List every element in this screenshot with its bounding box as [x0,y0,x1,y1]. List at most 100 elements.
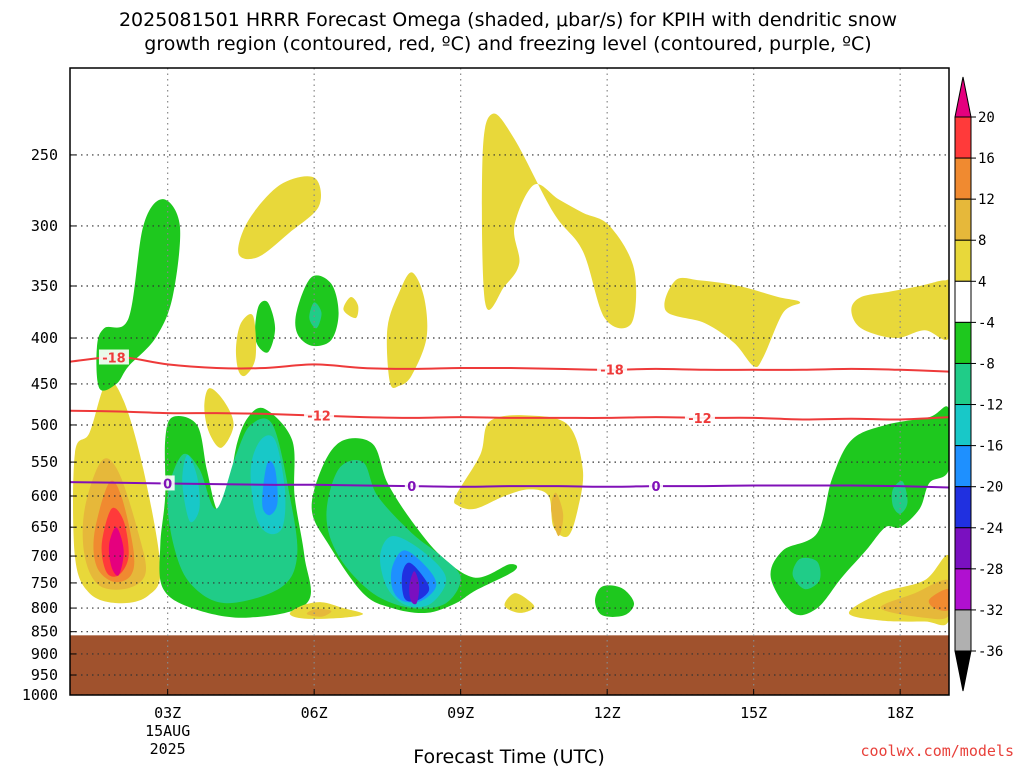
y-tick-label-5: 500 [31,416,58,434]
omega-region-39 [928,588,949,611]
colorbar-segment-7 [954,362,972,406]
chart-title-line-2: growth region (contoured, red, ºC) and f… [144,33,871,55]
y-tick-label-3: 400 [31,329,58,347]
contour-label-bg-1-0 [304,407,335,423]
y-tick-label-8: 650 [31,518,58,536]
contour-label-0-1: -18 [600,364,624,379]
y-tick-label-1: 300 [31,217,58,235]
contour-line-1 [70,409,949,421]
omega-region-32 [664,277,801,368]
omega-region-5 [96,199,181,391]
omega-region-28 [550,492,564,537]
y-tick-label-7: 600 [31,487,58,505]
contour-label-1-0: -12 [307,410,331,425]
colorbar-segment-5 [954,280,972,323]
colorbar-label-0: 20 [978,110,995,126]
contour-line-0 [70,355,949,373]
colorbar-label-5: -4 [978,315,995,331]
temperature-contour-layer: -18 -18 -12 -12 0 0 0 [70,349,949,495]
colorbar-segment-9 [954,445,972,488]
colorbar-label-1: 16 [978,151,995,167]
colorbar-segment-3 [954,198,972,241]
contour-label-2-1: 0 [407,480,416,495]
colorbar-label-2: 12 [978,192,995,208]
grid-layer [70,68,949,695]
y-tick-label-10: 750 [31,574,58,592]
colorbar-segment-14 [954,650,972,692]
colorbar-segment-6 [954,321,972,364]
y-tick-label-12: 850 [31,623,58,641]
x-tick-label-5: 18Z [887,704,914,722]
contour-label-bg-1-1 [684,409,715,425]
chart-title-line-1: 2025081501 HRRR Forecast Omega (shaded, … [119,9,897,31]
colorbar-segment-10 [954,486,972,529]
omega-region-17 [309,302,322,329]
colorbar-segment-4 [954,239,972,282]
x-tick-label-1: 06Z [301,704,328,722]
contour-label-bg-2-0 [160,475,175,491]
omega-region-33 [851,279,949,340]
colorbar-label-9: -20 [978,480,1003,496]
x-date-day-label: 15AUG [145,722,190,740]
x-axis-label: Forecast Time (UTC) [413,746,604,768]
colorbar-label-7: -12 [978,398,1003,414]
omega-region-15 [343,296,359,319]
omega-region-31 [481,113,637,329]
x-tick-label-0: 03Z [154,704,181,722]
omega-region-24 [409,571,420,605]
colorbar-segment-12 [954,568,972,611]
contour-label-2-2: 0 [651,480,660,495]
omega-region-30 [595,585,635,617]
colorbar-segment-0 [954,76,972,118]
y-tick-label-14: 950 [31,666,58,684]
contour-label-bg-2-2 [649,478,663,494]
plot-frame [69,67,950,696]
omega-region-38 [880,579,949,620]
omega-region-9 [182,454,200,523]
x-tick-label-4: 15Z [740,704,767,722]
contour-label-1-1: -12 [688,412,712,427]
omega-region-14 [238,176,322,260]
colorbar-label-12: -32 [978,603,1003,619]
y-tick-label-9: 700 [31,547,58,565]
y-tick-label-11: 800 [31,599,58,617]
contour-label-0-0: -18 [102,352,126,367]
time-axis: 03Z 06Z 09Z 12Z 15Z 18Z [154,689,914,722]
ground-layer [70,635,949,695]
y-tick-label-4: 450 [31,375,58,393]
omega-region-4 [108,527,124,576]
contour-line-2 [70,481,949,489]
omega-region-13 [235,313,257,377]
y-tick-label-2: 350 [31,277,58,295]
y-tick-label-6: 550 [31,453,58,471]
colorbar-segment-1 [954,116,972,159]
credit-text: coolwx.com/models [860,742,1014,760]
omega-region-11 [262,460,278,516]
contour-label-bg-0-0 [98,349,129,365]
omega-region-26 [306,608,332,617]
y-tick-label-13: 900 [31,645,58,663]
contour-label-2-0: 0 [163,477,172,492]
y-tick-label-0: 250 [31,146,58,164]
colorbar-label-13: -36 [978,644,1003,660]
colorbar-segment-11 [954,527,972,570]
ground-terrain [70,635,949,695]
omega-region-6 [204,388,234,448]
omega-colorbar: 20 16 12 8 4 -4 -8 -12 -16 -20 -24 -28 -32 -36 [954,76,1003,692]
omega-region-18 [386,272,428,388]
contour-label-bg-2-1 [404,478,419,494]
colorbar-label-4: 4 [978,274,986,290]
colorbar-segment-2 [954,157,972,200]
colorbar-label-6: -8 [978,356,995,372]
contour-label-bg-0-1 [597,361,628,377]
colorbar-segment-8 [954,404,972,447]
x-tick-label-2: 09Z [447,704,474,722]
colorbar-label-11: -28 [978,562,1003,578]
colorbar-segment-13 [954,609,972,652]
x-date-year-label: 2025 [150,740,186,758]
omega-region-12 [254,300,276,353]
colorbar-label-3: 8 [978,233,986,249]
omega-shading-layer [73,113,949,626]
colorbar-label-10: -24 [978,521,1003,537]
